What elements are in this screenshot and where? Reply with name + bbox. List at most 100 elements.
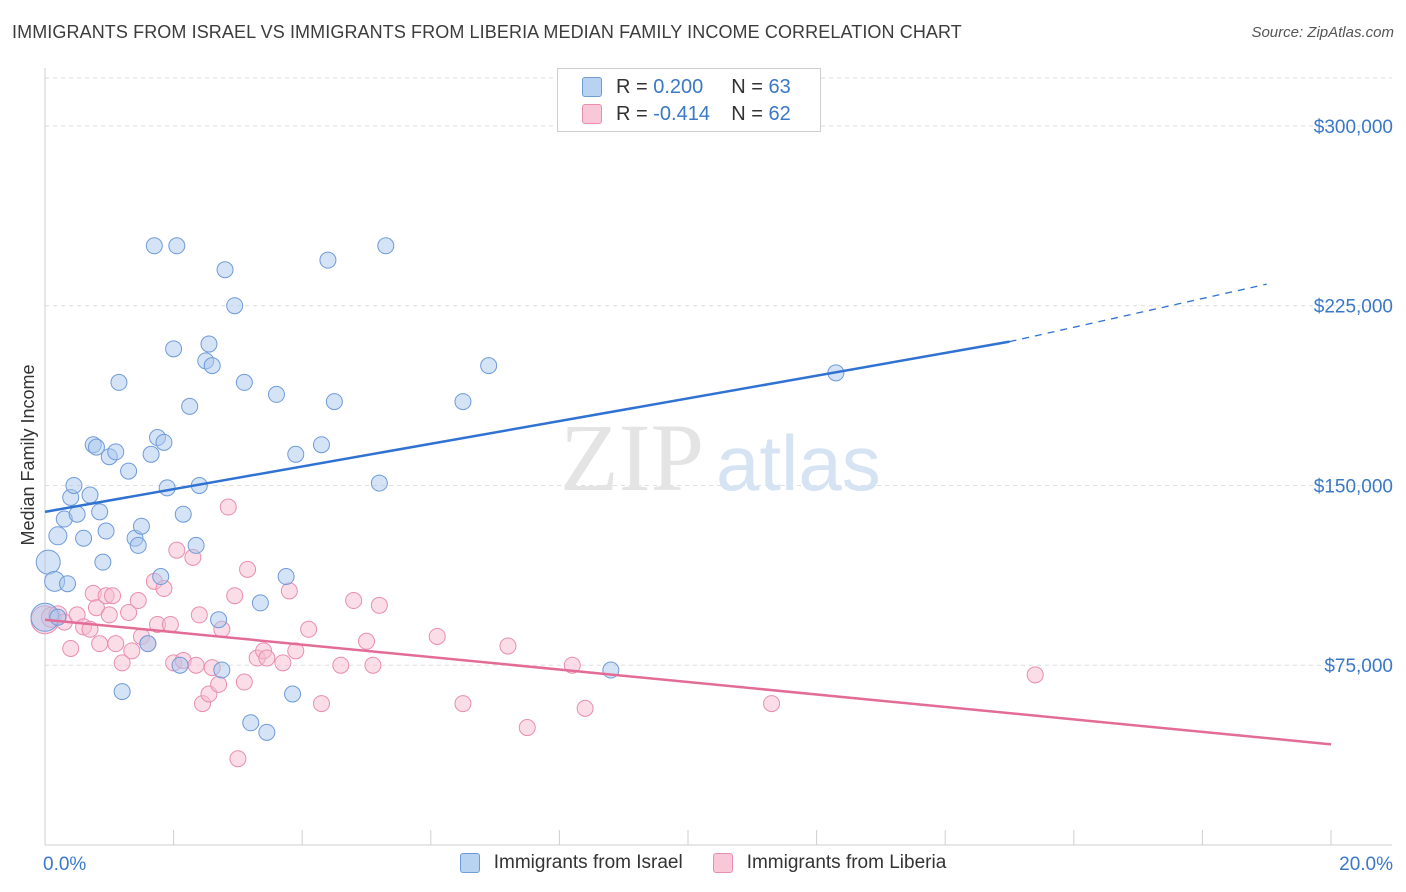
y-tick-label: $300,000 bbox=[1314, 117, 1393, 138]
israel-point bbox=[226, 297, 244, 315]
liberia-point bbox=[229, 750, 247, 768]
x-tick-label-max: 20.0% bbox=[1339, 854, 1393, 875]
israel-point bbox=[142, 445, 160, 463]
israel-point bbox=[235, 373, 253, 391]
watermark-atlas: atlas bbox=[716, 419, 881, 507]
liberia-point bbox=[87, 599, 105, 617]
liberia-point bbox=[345, 592, 363, 610]
israel-point bbox=[155, 433, 173, 451]
israel-point bbox=[152, 568, 170, 586]
liberia-point bbox=[104, 587, 122, 605]
liberia-point bbox=[100, 606, 118, 624]
legend-n-label: N = bbox=[731, 102, 763, 125]
israel-trend-extension bbox=[1009, 283, 1267, 343]
liberia-point bbox=[239, 560, 257, 578]
israel-point bbox=[48, 526, 68, 546]
israel-point bbox=[187, 536, 205, 554]
legend-swatch-liberia bbox=[582, 104, 602, 124]
series-legend-israel: Immigrants from Israel bbox=[459, 852, 683, 874]
liberia-point bbox=[364, 656, 382, 674]
israel-point bbox=[174, 505, 192, 523]
liberia-point bbox=[120, 604, 138, 622]
israel-point bbox=[480, 357, 498, 375]
liberia-point bbox=[332, 656, 350, 674]
israel-point bbox=[94, 553, 112, 571]
israel-point bbox=[370, 474, 388, 492]
israel-point bbox=[110, 373, 128, 391]
liberia-point bbox=[190, 606, 208, 624]
series-swatch-liberia bbox=[712, 853, 733, 873]
trend-lines bbox=[44, 283, 1332, 746]
liberia-point bbox=[518, 719, 536, 737]
israel-point bbox=[216, 261, 234, 279]
israel-point bbox=[35, 549, 61, 575]
israel-point bbox=[319, 251, 337, 269]
y-tick-label: $75,000 bbox=[1324, 656, 1393, 677]
liberia-point bbox=[91, 635, 109, 653]
liberia-point bbox=[300, 620, 318, 638]
israel-trend-line bbox=[44, 340, 1010, 514]
israel-point bbox=[213, 661, 231, 679]
israel-point bbox=[75, 529, 93, 547]
israel-point bbox=[200, 335, 218, 353]
israel-point bbox=[210, 611, 228, 629]
liberia-point bbox=[235, 673, 253, 691]
israel-point bbox=[120, 462, 138, 480]
series-legend: Immigrants from Israel Immigrants from L… bbox=[0, 852, 1406, 874]
israel-point bbox=[203, 357, 221, 375]
liberia-point bbox=[280, 582, 298, 600]
israel-point bbox=[87, 438, 105, 456]
israel-point bbox=[284, 685, 302, 703]
legend-r-value: 0.200 bbox=[653, 75, 704, 98]
israel-point bbox=[325, 393, 343, 411]
israel-point bbox=[65, 476, 83, 494]
israel-point bbox=[242, 714, 260, 732]
israel-point bbox=[145, 237, 163, 255]
liberia-point bbox=[358, 632, 375, 650]
liberia-point bbox=[113, 654, 131, 672]
israel-point bbox=[49, 608, 67, 626]
liberia-point bbox=[226, 587, 244, 605]
chart-title: IMMIGRANTS FROM ISRAEL VS IMMIGRANTS FRO… bbox=[12, 22, 962, 42]
liberia-point bbox=[187, 656, 205, 674]
legend-row-liberia: R = -0.414 N = 62 bbox=[582, 102, 791, 126]
israel-point bbox=[251, 594, 269, 612]
israel-point bbox=[454, 393, 472, 411]
series-swatch-israel bbox=[459, 853, 480, 873]
y-tick-label: $225,000 bbox=[1314, 297, 1393, 318]
israel-point bbox=[287, 445, 305, 463]
liberia-trend-line bbox=[44, 618, 1332, 746]
israel-point bbox=[377, 237, 395, 255]
x-tick-label-min: 0.0% bbox=[43, 854, 86, 875]
legend-swatch-israel bbox=[582, 77, 602, 97]
israel-point bbox=[258, 723, 276, 741]
liberia-point bbox=[454, 695, 472, 713]
liberia-point bbox=[274, 654, 292, 672]
liberia-point bbox=[219, 498, 237, 516]
israel-point bbox=[171, 656, 189, 674]
y-axis-label: Median Family Income bbox=[18, 364, 38, 545]
axes bbox=[44, 68, 1392, 846]
israel-point bbox=[129, 536, 147, 554]
israel-point bbox=[59, 575, 77, 593]
liberia-point bbox=[576, 699, 594, 717]
liberia-point bbox=[370, 596, 388, 614]
legend-n-value: 63 bbox=[768, 75, 791, 98]
series-legend-label: Immigrants from Liberia bbox=[746, 852, 947, 873]
legend-r-label: R = bbox=[616, 75, 648, 98]
israel-point bbox=[312, 436, 330, 454]
israel-point bbox=[91, 503, 109, 521]
israel-point bbox=[139, 635, 157, 653]
series-israel-points bbox=[30, 237, 845, 741]
liberia-point bbox=[168, 541, 186, 559]
liberia-point bbox=[129, 592, 147, 610]
y-tick-label: $150,000 bbox=[1314, 476, 1393, 497]
legend-n-label: N = bbox=[731, 75, 763, 98]
legend-n-value: 62 bbox=[768, 102, 791, 125]
liberia-point bbox=[62, 639, 80, 657]
israel-point bbox=[277, 568, 295, 586]
liberia-point bbox=[428, 627, 446, 645]
israel-point bbox=[168, 237, 186, 255]
israel-point bbox=[132, 517, 150, 535]
